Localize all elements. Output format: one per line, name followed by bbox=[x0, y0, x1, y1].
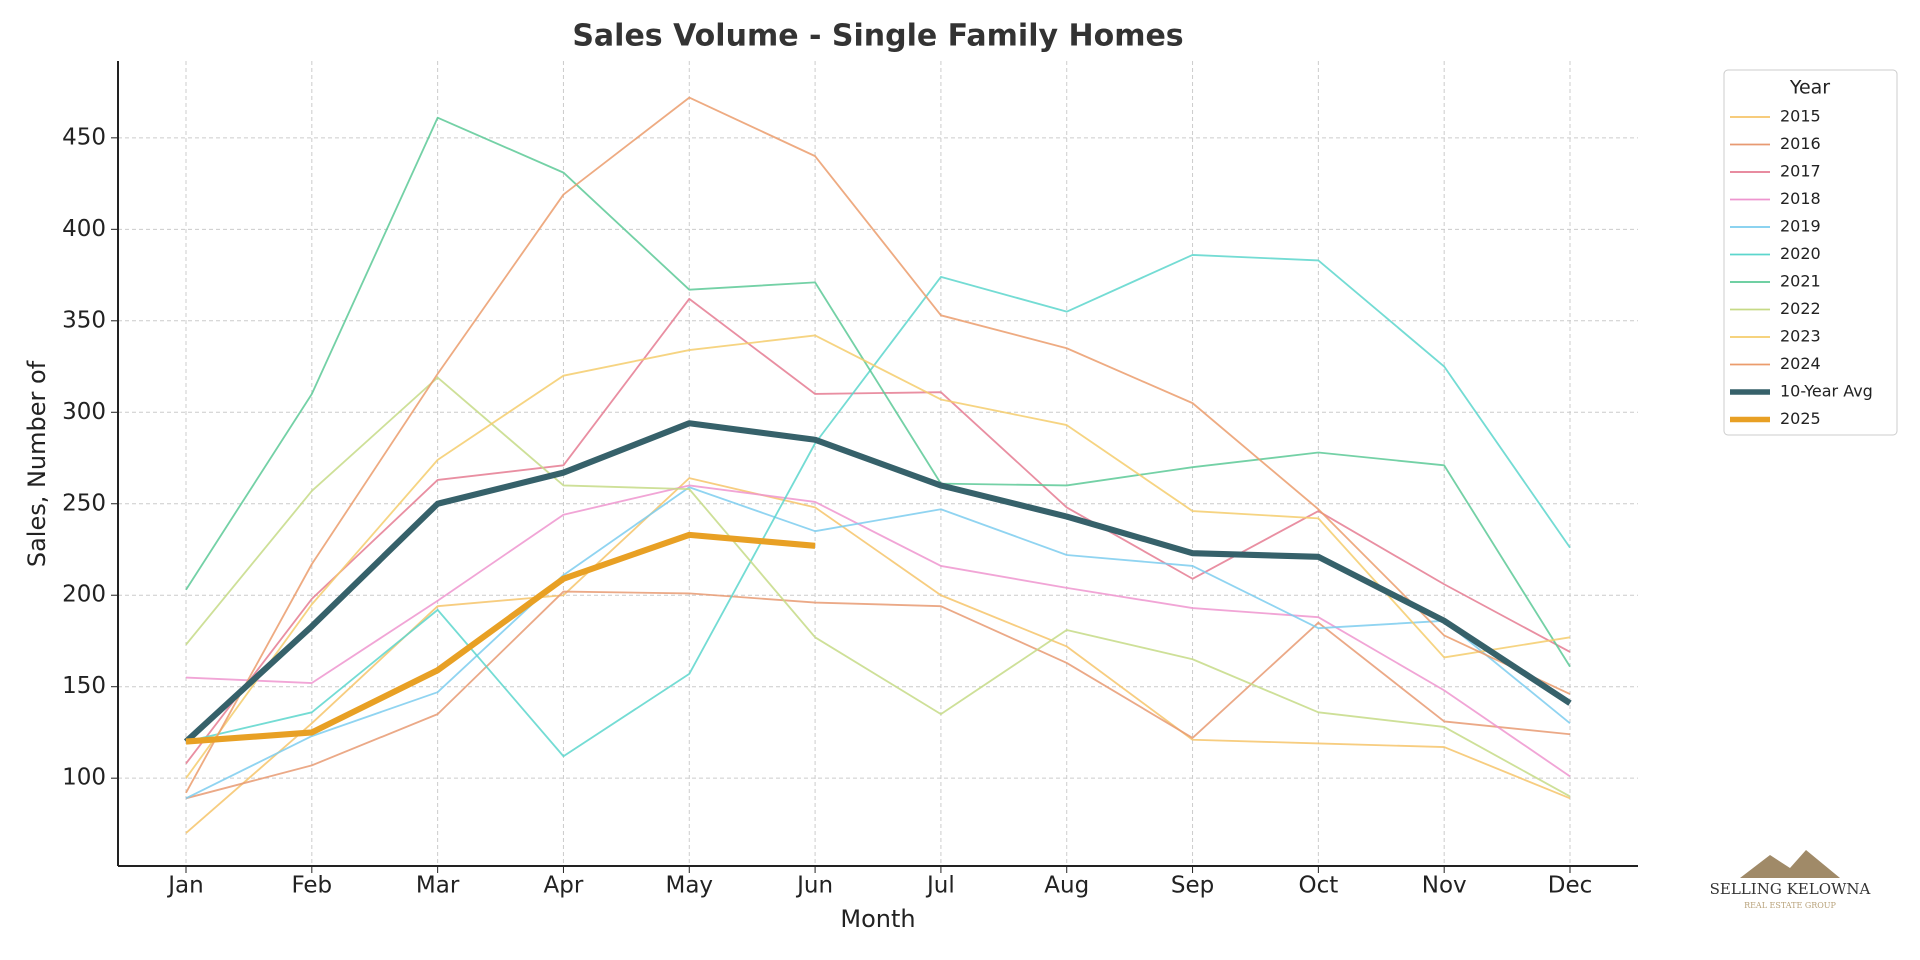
y-tick-label: 150 bbox=[62, 673, 106, 699]
series-line bbox=[185, 96, 1571, 794]
logo: SELLING KELOWNA REAL ESTATE GROUP bbox=[1710, 850, 1871, 910]
legend-label: 2024 bbox=[1780, 354, 1821, 373]
x-tick-label: Mar bbox=[416, 873, 460, 899]
y-tick-label: 250 bbox=[62, 490, 106, 516]
x-tick-label: Jan bbox=[166, 873, 203, 899]
legend-label: 2022 bbox=[1780, 299, 1821, 318]
legend-label: 10-Year Avg bbox=[1780, 382, 1873, 401]
logo-tagline: REAL ESTATE GROUP bbox=[1744, 901, 1836, 910]
series-line bbox=[185, 531, 816, 745]
x-tick-label: Oct bbox=[1298, 873, 1338, 899]
y-tick-label: 450 bbox=[62, 124, 106, 150]
logo-icon bbox=[1740, 850, 1840, 878]
legend-label: 2020 bbox=[1780, 244, 1821, 263]
series-line bbox=[185, 254, 1571, 758]
x-tick-label: Feb bbox=[291, 873, 332, 899]
series-line bbox=[183, 420, 1572, 744]
y-tick-label: 300 bbox=[62, 399, 106, 425]
x-tick-label: Dec bbox=[1548, 873, 1593, 899]
x-axis-label: Month bbox=[840, 905, 915, 933]
x-tick-label: May bbox=[665, 873, 713, 899]
x-tick-label: Jul bbox=[925, 873, 955, 899]
x-tick-label: Jun bbox=[795, 873, 833, 899]
series-line bbox=[185, 486, 1571, 800]
x-tick-label: Nov bbox=[1422, 873, 1467, 899]
y-axis-label: Sales, Number of bbox=[23, 360, 51, 567]
series-line bbox=[185, 590, 1571, 800]
logo-name: SELLING KELOWNA bbox=[1710, 880, 1871, 898]
y-tick-label: 200 bbox=[62, 582, 106, 608]
series-line bbox=[185, 484, 1571, 778]
series-line bbox=[185, 376, 1571, 798]
series-line bbox=[185, 334, 1571, 779]
legend-label: 2019 bbox=[1780, 217, 1821, 236]
x-tick-label: Sep bbox=[1171, 873, 1214, 899]
legend-label: 2023 bbox=[1780, 327, 1821, 346]
y-tick-label: 100 bbox=[62, 765, 106, 791]
series-line bbox=[185, 297, 1571, 765]
series-line bbox=[185, 116, 1571, 668]
x-tick-label: Aug bbox=[1044, 873, 1089, 899]
chart-title: Sales Volume - Single Family Homes bbox=[572, 19, 1183, 54]
legend-label: 2017 bbox=[1780, 162, 1821, 181]
x-tick-label: Apr bbox=[544, 873, 584, 899]
y-tick-label: 350 bbox=[62, 307, 106, 333]
series-line bbox=[185, 477, 1571, 834]
legend-box bbox=[1723, 69, 1898, 436]
legend-label: 2015 bbox=[1780, 107, 1821, 126]
legend-label: 2025 bbox=[1780, 409, 1821, 428]
legend-label: 2021 bbox=[1780, 272, 1821, 291]
legend-label: 2018 bbox=[1780, 189, 1821, 208]
legend-label: 2016 bbox=[1780, 134, 1821, 153]
legend-title: Year bbox=[1789, 77, 1830, 99]
y-tick-label: 400 bbox=[62, 216, 106, 242]
